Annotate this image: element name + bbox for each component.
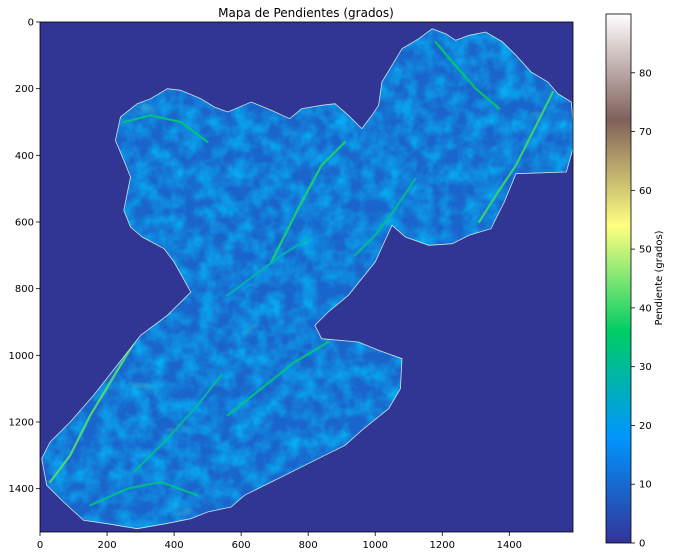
x-axis: 0 200 400 600 800 1000 1200 1400: [37, 532, 522, 551]
ridge-9: [89, 480, 199, 507]
x-tick-label: 1200: [430, 540, 455, 551]
y-tick-label: 0: [28, 18, 34, 29]
colorbar-tick-label: 0: [639, 539, 645, 550]
colorbar-tick-label: 50: [639, 245, 652, 256]
colorbar-tick-label: 30: [639, 362, 652, 373]
x-tick-label: 800: [299, 540, 318, 551]
ridge-6: [132, 374, 223, 474]
colorbar-label: Pendiente (grados): [654, 230, 665, 325]
x-tick-label: 1000: [362, 540, 387, 551]
plot-area: 0 200 400 600 800 1000 1200 1400 0 200 400 600 800 1…: [9, 18, 574, 551]
axes-frame: [39, 21, 574, 533]
y-tick-label: 600: [15, 218, 34, 229]
colorbar-tick-label: 60: [639, 186, 652, 197]
colorbar-ticks: 0 10 20 30 40 50 60 70 80: [631, 68, 652, 550]
colorbar-tick-label: 10: [639, 480, 652, 491]
y-tick-label: 200: [15, 84, 34, 95]
colorbar-tick-label: 20: [639, 421, 652, 432]
x-tick-label: 200: [97, 540, 116, 551]
y-tick-label: 1400: [9, 484, 34, 495]
colorbar: 0 10 20 30 40 50 60 70 80 Pendiente (grados): [605, 13, 665, 550]
y-tick-label: 400: [15, 151, 34, 162]
ridge-1: [270, 140, 347, 264]
ridge-5: [434, 40, 501, 110]
ridge-10: [226, 237, 310, 297]
ridge-4: [226, 340, 330, 417]
ridge-7: [122, 114, 209, 144]
region-outline: [41, 28, 573, 530]
colorbar-tick-label: 40: [639, 303, 652, 314]
x-tick-label: 1400: [497, 540, 522, 551]
colorbar-strip: [605, 13, 632, 544]
y-tick-label: 1200: [9, 418, 34, 429]
y-tick-label: 800: [15, 284, 34, 295]
colorbar-tick-label: 80: [639, 68, 652, 79]
y-axis: 0 200 400 600 800 1000 1200 1400: [9, 18, 40, 495]
x-tick-label: 0: [37, 540, 43, 551]
chart-title: Mapa de Pendientes (grados): [218, 6, 394, 20]
x-tick-label: 600: [232, 540, 251, 551]
ridge-2: [478, 90, 554, 224]
y-tick-label: 1000: [9, 351, 34, 362]
ridge-8: [354, 177, 417, 257]
x-tick-label: 400: [165, 540, 184, 551]
colorbar-tick-label: 70: [639, 127, 652, 138]
